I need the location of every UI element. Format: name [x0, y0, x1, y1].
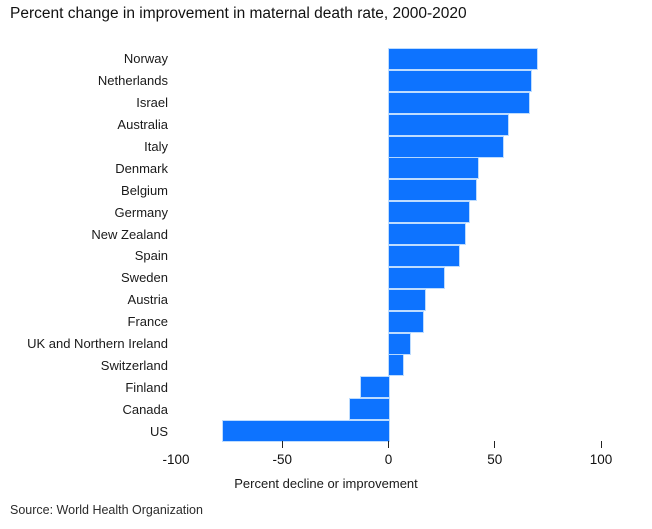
bar — [350, 399, 389, 420]
bar-track — [176, 48, 601, 70]
bar-row: New Zealand — [0, 223, 652, 245]
bar — [388, 70, 531, 91]
x-axis-tick-labels: -100 -50 0 50 100 — [162, 452, 612, 468]
bar-row: France — [0, 311, 652, 333]
bar-row: Canada — [0, 398, 652, 420]
bar-row: Belgium — [0, 179, 652, 201]
category-label: Italy — [144, 139, 168, 154]
bar — [388, 333, 410, 354]
x-axis — [176, 441, 602, 448]
x-axis-label: Percent decline or improvement — [234, 476, 418, 491]
tick-label: -100 — [162, 452, 190, 467]
bar — [388, 267, 444, 288]
category-label: Belgium — [121, 182, 168, 198]
tick-label: 0 — [384, 452, 393, 467]
tick-mark — [388, 441, 389, 448]
bar-track — [176, 179, 601, 201]
bar-track — [176, 114, 601, 136]
bar — [388, 158, 478, 179]
bar — [388, 289, 425, 310]
category-label: Norway — [123, 51, 168, 67]
category-label: France — [127, 314, 168, 330]
bar — [388, 92, 529, 113]
bar-track — [176, 289, 601, 311]
bar-row: Italy — [0, 136, 652, 158]
bar-track — [176, 398, 601, 420]
chart-title: Percent change in improvement in materna… — [10, 5, 467, 22]
bar-track — [176, 376, 601, 398]
category-label: Austria — [127, 292, 168, 308]
bar-rows: Norway Netherlands Israel Australia Italy Den… — [0, 48, 652, 442]
bar-row: Spain — [0, 245, 652, 267]
bar — [388, 48, 538, 69]
bar-track — [176, 311, 601, 333]
tick-label: 50 — [487, 452, 503, 467]
category-label: Sweden — [121, 270, 168, 286]
category-label: Finland — [125, 379, 168, 395]
category-label: Netherlands — [97, 73, 168, 89]
bar-track — [176, 201, 601, 223]
category-label: New Zealand — [91, 226, 168, 242]
bar-track — [176, 267, 601, 289]
bar-track — [176, 92, 601, 114]
category-label: Germany — [114, 204, 168, 220]
bar-track — [176, 136, 601, 158]
tick-mark — [281, 441, 283, 448]
bar — [222, 421, 389, 442]
bar-row: Finland — [0, 376, 652, 398]
tick-label: -50 — [272, 452, 293, 467]
tick-mark — [600, 441, 602, 448]
category-label: Australia — [117, 117, 168, 133]
category-label: US — [149, 423, 168, 439]
bar-row: Israel — [0, 92, 652, 114]
bar-row: UK and Northern Ireland — [0, 333, 652, 355]
bar-row: Austria — [0, 289, 652, 311]
bar-track — [176, 245, 601, 267]
bar-row: US — [0, 420, 652, 442]
bar-row: Germany — [0, 201, 652, 223]
category-label: Canada — [122, 401, 168, 417]
bar-track — [176, 333, 601, 355]
bar — [360, 377, 389, 398]
bar — [388, 180, 476, 201]
bar-track — [176, 354, 601, 376]
category-label: Spain — [134, 248, 168, 264]
tick-mark — [494, 441, 496, 448]
bar-row: Netherlands — [0, 70, 652, 92]
bar-track — [176, 223, 601, 245]
bar — [388, 114, 508, 135]
bar-row: Australia — [0, 114, 652, 136]
bar — [388, 311, 423, 332]
source-text: Source: World Health Organization — [10, 503, 203, 517]
bar — [388, 224, 465, 245]
bar-track — [176, 420, 601, 442]
category-label: UK and Northern Ireland — [27, 336, 168, 352]
bar-row: Norway — [0, 48, 652, 70]
bar — [388, 202, 470, 223]
bar-row: Switzerland — [0, 354, 652, 376]
tick-label: 100 — [589, 452, 613, 467]
bar-row: Sweden — [0, 267, 652, 289]
bar-track — [176, 157, 601, 179]
bar — [388, 355, 404, 376]
bar-track — [176, 70, 601, 92]
category-label: Denmark — [115, 160, 168, 176]
bar — [388, 136, 504, 157]
category-label: Switzerland — [100, 357, 168, 373]
bar-row: Denmark — [0, 157, 652, 179]
category-label: Israel — [136, 95, 168, 111]
bar — [388, 245, 459, 266]
